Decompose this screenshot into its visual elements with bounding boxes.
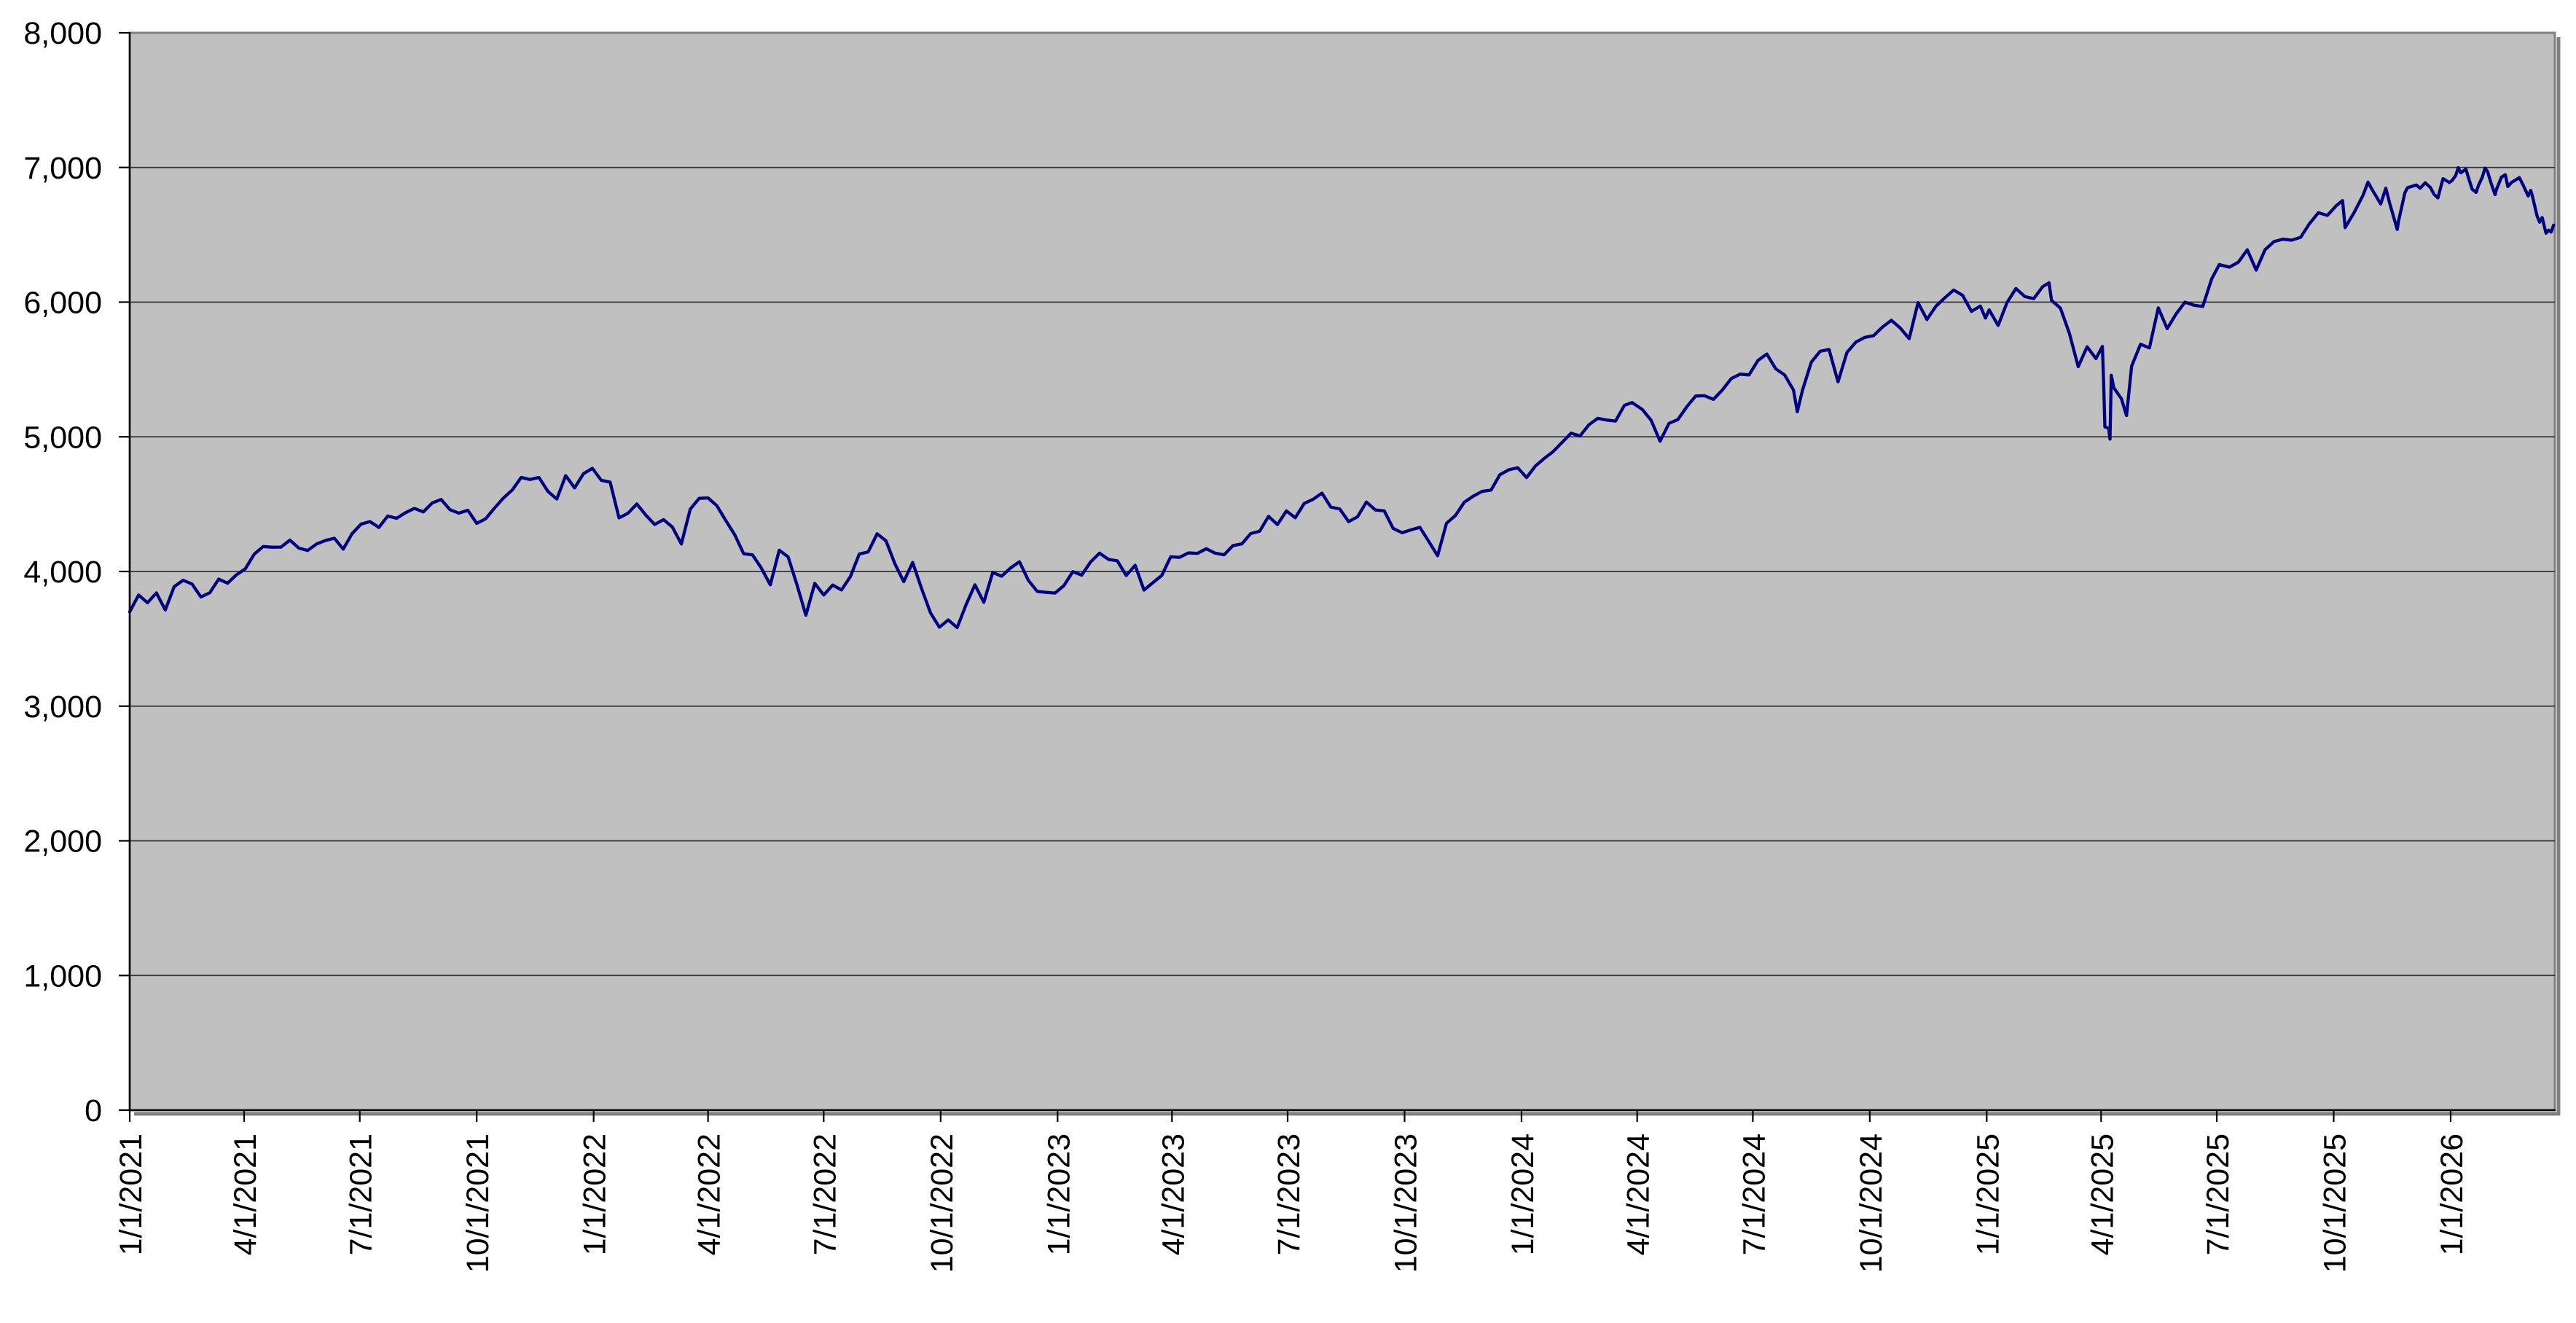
x-axis-label: 7/1/2022 [807,1133,842,1255]
x-axis-label: 4/1/2024 [1621,1133,1656,1255]
x-axis-label: 10/1/2021 [461,1133,496,1273]
x-axis-label: 1/1/2021 [114,1133,149,1255]
x-axis-label: 10/1/2025 [2318,1133,2353,1273]
x-axis-label: 7/1/2023 [1272,1133,1307,1255]
y-axis-label: 0 [85,1093,102,1128]
y-axis-label: 5,000 [23,420,102,455]
y-axis-label: 1,000 [23,959,102,994]
x-axis-label: 4/1/2022 [692,1133,727,1255]
y-axis-label: 7,000 [23,151,102,186]
x-axis-label: 4/1/2021 [228,1133,263,1255]
x-axis-label: 7/1/2024 [1737,1133,1772,1255]
y-axis-label: 2,000 [23,824,102,859]
plot-area-layer [128,31,2561,1116]
x-axis-label: 4/1/2025 [2085,1133,2120,1255]
y-axis-label: 8,000 [23,16,102,51]
y-axis-label: 4,000 [23,555,102,590]
gridlines-layer [130,166,2555,977]
x-axis-label: 10/1/2022 [925,1133,960,1273]
axis-labels-layer: 0 1,000 2,000 3,000 4,000 5,000 6,000 7,000 8,00… [23,16,2470,1273]
axes-layer [119,31,2556,1122]
x-axis-label: 10/1/2023 [1388,1133,1423,1273]
x-axis-label: 1/1/2022 [578,1133,613,1255]
x-axis-label: 1/1/2024 [1506,1133,1540,1255]
x-axis-label: 7/1/2021 [344,1133,379,1255]
y-axis-label: 3,000 [23,690,102,725]
x-axis-label: 4/1/2023 [1156,1133,1191,1255]
price-line [128,165,2556,630]
series-layer [128,165,2556,630]
x-axis-label: 7/1/2025 [2201,1133,2236,1255]
y-axis-label: 6,000 [23,286,102,321]
x-axis-label: 10/1/2024 [1854,1133,1889,1273]
x-axis-label: 1/1/2025 [1970,1133,2005,1255]
x-axis-label: 1/1/2026 [2435,1133,2470,1255]
x-axis-label: 1/1/2023 [1041,1133,1076,1255]
